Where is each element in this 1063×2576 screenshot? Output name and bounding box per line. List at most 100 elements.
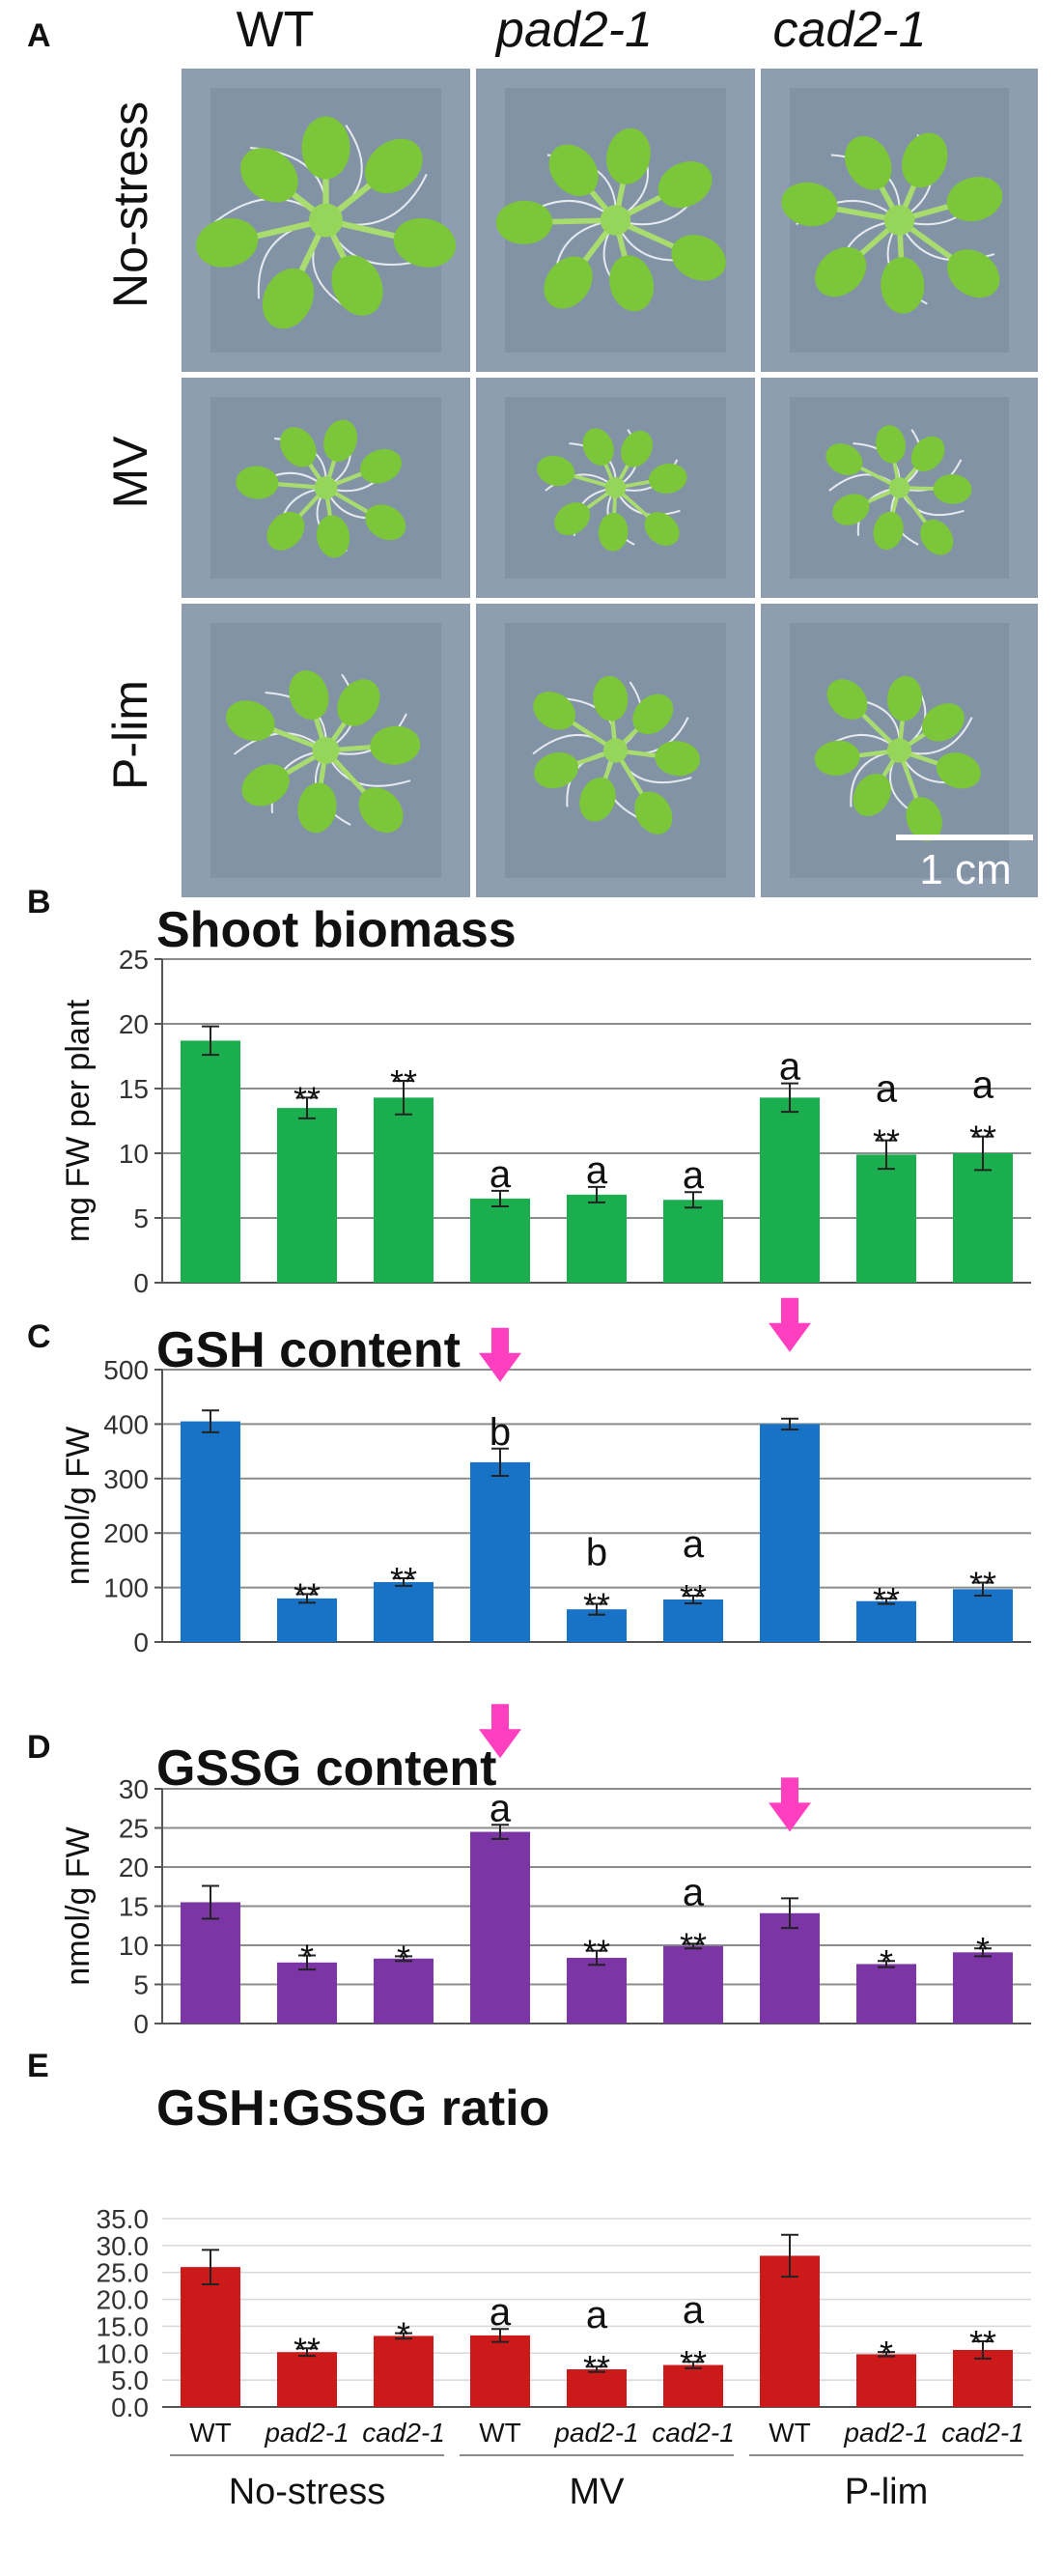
significance-stars: * (976, 1930, 990, 1969)
leaf (301, 116, 350, 180)
condition-label: No-stress (103, 101, 157, 308)
significance-stars: ** (583, 2348, 610, 2388)
bar (181, 1902, 240, 2024)
rosette-center (886, 738, 912, 763)
condition-label: P-lim (103, 680, 157, 790)
leaf (671, 235, 726, 281)
scale-bar-label: 1 cm (919, 846, 1011, 893)
leaf (814, 740, 860, 776)
rosette-center (883, 205, 915, 236)
y-tick-label: 200 (103, 1518, 149, 1548)
y-tick-label: 500 (103, 1355, 149, 1385)
leaf (648, 464, 687, 494)
seedling (814, 675, 981, 841)
leaf (582, 428, 614, 466)
significance-stars: ** (294, 1079, 321, 1118)
x-category-label: cad2-1 (941, 2418, 1024, 2448)
bar (663, 2364, 723, 2407)
seedling (226, 670, 421, 834)
bar (663, 1200, 723, 1283)
leaf (593, 675, 629, 722)
y-tick-label: 20 (119, 1853, 149, 1882)
leaf (297, 782, 337, 834)
highlight-arrow-icon (769, 1297, 811, 1352)
photo-cell (476, 69, 755, 372)
rosette-center (309, 203, 343, 238)
significance-letter: a (972, 1064, 994, 1107)
highlight-arrow-icon (479, 1327, 521, 1382)
leaf (886, 675, 923, 722)
seedling (781, 132, 1003, 314)
highlight-arrow-icon (479, 1704, 521, 1759)
panel-letter: B (27, 884, 51, 920)
leaf (337, 679, 380, 726)
bar (760, 1912, 820, 2024)
leaf (365, 138, 423, 194)
leaf (579, 777, 616, 822)
seedling (537, 428, 687, 552)
leaf (316, 515, 350, 558)
leaf (644, 512, 680, 547)
bar (856, 2354, 916, 2407)
leaf (548, 144, 599, 196)
leaf (947, 249, 1000, 298)
seedling (195, 116, 457, 329)
bar (470, 1198, 530, 1283)
leaf (655, 741, 701, 777)
chart-title: GSH:GSSG ratio (156, 2081, 549, 2137)
leaf (920, 519, 954, 555)
leaf (534, 751, 578, 789)
leaf (826, 679, 868, 720)
rosette-center (600, 205, 631, 236)
panel-letter: C (27, 1318, 51, 1355)
leaf (632, 694, 674, 735)
significance-stars: * (880, 1942, 893, 1982)
leaf (266, 511, 305, 551)
leaf (906, 797, 942, 841)
y-tick-label: 25 (119, 945, 149, 975)
significance-letter: b (490, 1411, 511, 1454)
genotype-header: WT (237, 2, 315, 58)
y-tick-label: 5 (133, 1203, 149, 1233)
x-category-label: pad2-1 (264, 2418, 349, 2448)
bar (470, 1461, 530, 1642)
x-group-label: MV (570, 2472, 626, 2512)
x-category-label: WT (189, 2418, 232, 2448)
significance-stars: ** (680, 1925, 707, 1965)
significance-letter: a (683, 1154, 705, 1197)
rosette-center (604, 477, 627, 498)
significance-stars: ** (294, 2330, 321, 2369)
significance-stars: ** (873, 1122, 900, 1162)
bar (567, 1957, 627, 2024)
leaf (554, 502, 591, 536)
significance-letter: a (490, 1787, 512, 1829)
leaf (815, 246, 867, 297)
chart-title: Shoot biomass (156, 902, 517, 958)
leaf (845, 135, 892, 190)
bar (953, 1952, 1013, 2024)
x-category-label: WT (479, 2418, 521, 2448)
significance-stars: * (880, 2334, 893, 2373)
photo-cell (182, 69, 470, 372)
leaf (533, 692, 576, 730)
significance-letter: a (779, 1046, 801, 1089)
leaf (621, 430, 653, 467)
x-category-label: WT (769, 2418, 811, 2448)
chart-E: E GSH:GSSG ratio 0.05.010.015.020.025.030.… (27, 2048, 1031, 2512)
y-tick-label: 0 (133, 2009, 149, 2039)
leaf (910, 436, 945, 472)
bar (856, 1964, 916, 2024)
bar (567, 1194, 627, 1283)
y-tick-label: 20 (119, 1009, 149, 1039)
y-tick-label: 0 (133, 1268, 149, 1298)
significance-stars: ** (873, 1580, 900, 1620)
arrow-shape (479, 1704, 521, 1759)
panel-letter: E (27, 2048, 49, 2084)
panel-letter: A (27, 17, 51, 54)
leaf (881, 257, 925, 314)
leaf (598, 512, 629, 552)
bar (663, 1945, 723, 2024)
significance-stars: ** (390, 1062, 417, 1102)
